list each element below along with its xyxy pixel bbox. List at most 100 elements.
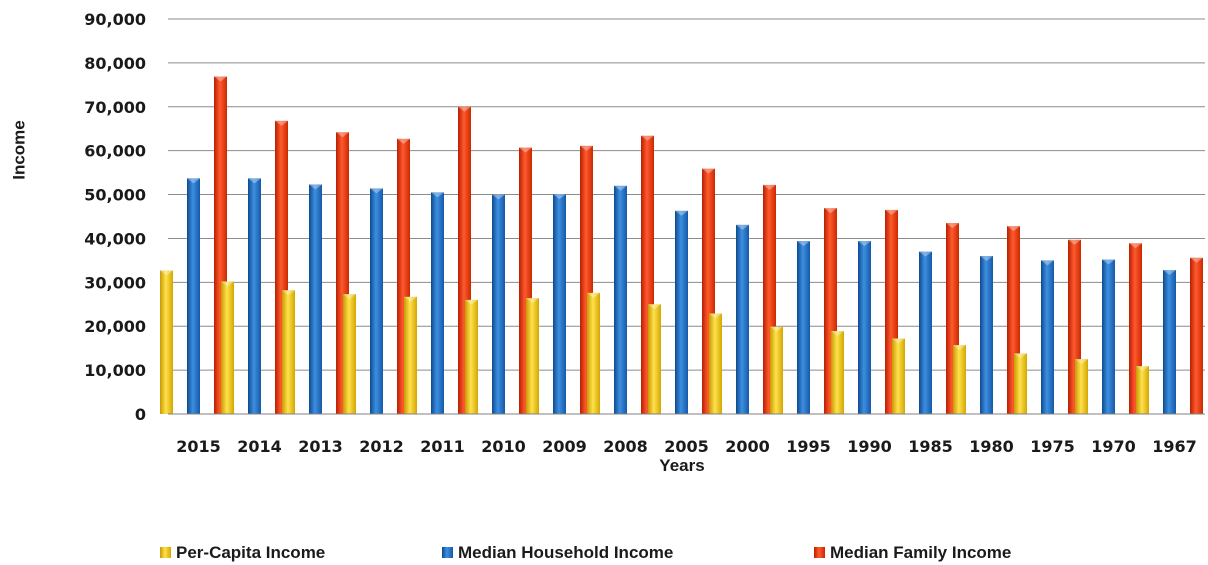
bar-per-capita-income-2011 xyxy=(404,296,417,414)
bar-cap xyxy=(282,290,295,296)
y-tick-label: 40,000 xyxy=(84,229,146,248)
y-tick-label: 50,000 xyxy=(84,186,146,205)
bar-cap xyxy=(1007,226,1020,232)
bar-cap xyxy=(336,132,349,138)
x-tick-label: 2013 xyxy=(298,437,343,456)
bar-per-capita-income-1995 xyxy=(770,326,783,414)
bar-median-household-income-2008 xyxy=(614,185,627,414)
y-tick-label: 20,000 xyxy=(84,317,146,336)
y-tick-label: 80,000 xyxy=(84,54,146,73)
bar-cap xyxy=(1163,270,1176,276)
x-tick-label: 2009 xyxy=(542,437,587,456)
bar-median-household-income-1970 xyxy=(1102,259,1115,414)
x-tick-label: 2010 xyxy=(481,437,526,456)
bar-cap xyxy=(248,178,261,184)
bar-cap xyxy=(831,331,844,337)
bar-median-household-income-2005 xyxy=(675,210,688,414)
bar-cap xyxy=(370,188,383,194)
bar-median-household-income-2011 xyxy=(431,192,444,414)
bar-cap xyxy=(1068,239,1081,245)
bar-per-capita-income-2005 xyxy=(648,304,661,414)
legend-swatch xyxy=(814,547,825,558)
bar-cap xyxy=(1014,353,1027,359)
x-tick-label: 2000 xyxy=(725,437,770,456)
bar-cap xyxy=(160,270,173,276)
bar-cap xyxy=(187,178,200,184)
bar-median-household-income-2012 xyxy=(370,188,383,414)
bar-cap xyxy=(614,185,627,191)
bar-cap xyxy=(397,138,410,144)
bar-per-capita-income-1985 xyxy=(892,338,905,414)
bar-median-household-income-1975 xyxy=(1041,260,1054,414)
x-tick-label: 1980 xyxy=(969,437,1014,456)
bar-cap xyxy=(580,145,593,151)
bar-cap xyxy=(275,120,288,126)
bar-median-household-income-1967 xyxy=(1163,270,1176,414)
y-tick-label: 10,000 xyxy=(84,361,146,380)
bar-cap xyxy=(492,194,505,200)
bar-per-capita-income-1970 xyxy=(1075,359,1088,414)
bar-cap xyxy=(221,281,234,287)
bar-per-capita-income-2014 xyxy=(221,281,234,414)
bar-cap xyxy=(526,298,539,304)
x-tick-label: 1990 xyxy=(847,437,892,456)
bar-median-household-income-1985 xyxy=(919,251,932,414)
bar-median-household-income-2010 xyxy=(492,194,505,414)
bar-median-household-income-1980 xyxy=(980,256,993,414)
x-tick-label: 1970 xyxy=(1091,437,1136,456)
bar-cap xyxy=(885,209,898,215)
bars xyxy=(160,76,1203,415)
y-axis-tick-labels: 0 10,000 20,000 30,000 40,000 50,000 60,000 70,… xyxy=(84,10,146,424)
x-tick-label: 1995 xyxy=(786,437,831,456)
bar-per-capita-income-2009 xyxy=(526,298,539,414)
bar-per-capita-income-1967 xyxy=(1136,366,1149,414)
y-tick-label: 90,000 xyxy=(84,10,146,29)
bar-cap xyxy=(702,168,715,174)
y-axis-title: Income xyxy=(9,120,28,180)
bar-per-capita-income-2010 xyxy=(465,299,478,414)
bar-cap xyxy=(587,292,600,298)
bar-median-household-income-2015 xyxy=(187,178,200,414)
bar-cap xyxy=(1190,257,1203,263)
bar-cap xyxy=(641,135,654,141)
bar-median-family-income-1967 xyxy=(1190,257,1203,414)
x-tick-label: 2015 xyxy=(176,437,221,456)
bar-cap xyxy=(343,294,356,300)
bar-cap xyxy=(1075,359,1088,365)
bar-per-capita-income-2012 xyxy=(343,294,356,414)
bar-cap xyxy=(1136,366,1149,372)
bar-cap xyxy=(919,251,932,257)
bar-cap xyxy=(763,184,776,190)
bar-median-household-income-2013 xyxy=(309,184,322,414)
bar-cap xyxy=(892,338,905,344)
bar-median-household-income-2009 xyxy=(553,194,566,414)
x-tick-label: 1967 xyxy=(1152,437,1197,456)
legend-swatch xyxy=(442,547,453,558)
bar-cap xyxy=(709,313,722,319)
y-tick-label: 30,000 xyxy=(84,273,146,292)
bar-per-capita-income-1980 xyxy=(953,345,966,414)
legend-swatch xyxy=(160,547,171,558)
bar-cap xyxy=(675,210,688,216)
bar-cap xyxy=(824,208,837,214)
bar-cap xyxy=(858,241,871,247)
bar-cap xyxy=(953,345,966,351)
x-axis-title: Years xyxy=(659,456,704,475)
bar-cap xyxy=(980,256,993,261)
bar-cap xyxy=(214,76,227,82)
legend-label: Median Household Income xyxy=(458,543,673,562)
x-tick-label: 2011 xyxy=(420,437,465,456)
x-tick-label: 2012 xyxy=(359,437,404,456)
x-tick-label: 2008 xyxy=(603,437,648,456)
bar-median-household-income-2014 xyxy=(248,178,261,414)
bar-cap xyxy=(431,192,444,198)
legend-label: Per-Capita Income xyxy=(176,543,325,562)
bar-cap xyxy=(465,299,478,305)
bar-per-capita-income-2013 xyxy=(282,290,295,414)
x-tick-label: 1975 xyxy=(1030,437,1075,456)
bar-cap xyxy=(1129,243,1142,249)
bar-per-capita-income-1975 xyxy=(1014,353,1027,414)
bar-per-capita-income-2015 xyxy=(160,270,173,414)
